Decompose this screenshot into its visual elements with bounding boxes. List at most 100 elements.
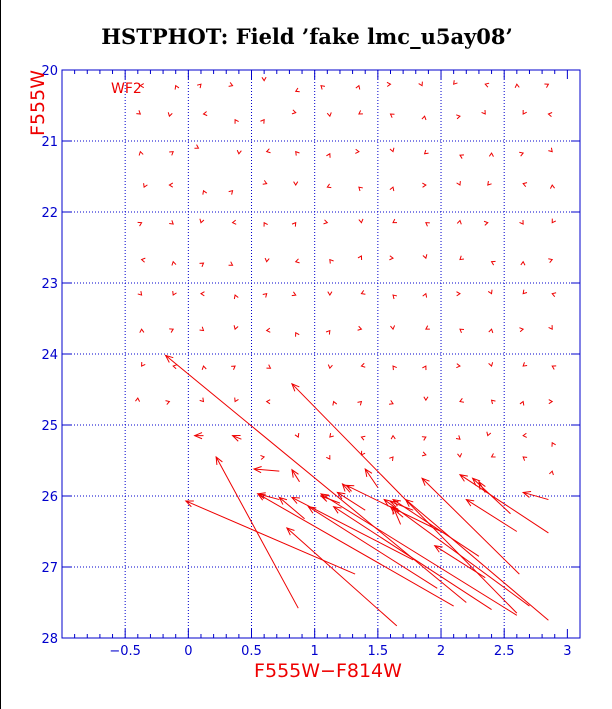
chevron-marker — [389, 186, 395, 192]
chevron-marker — [141, 362, 146, 367]
chevron-marker — [196, 83, 202, 89]
chevron-marker — [136, 110, 142, 115]
y-tick-label: 28 — [41, 632, 58, 647]
vector-line — [286, 527, 398, 627]
chevron-marker — [265, 148, 271, 154]
y-tick-label: 22 — [41, 206, 58, 221]
chevron-marker — [326, 152, 331, 158]
chevron-marker — [484, 82, 490, 88]
shift-vector — [184, 500, 356, 575]
shift-vector — [336, 491, 366, 511]
chevron-marker — [169, 220, 174, 225]
vector-line — [291, 383, 518, 614]
chevron-marker — [135, 397, 141, 402]
chevron-marker — [172, 291, 177, 296]
chevron-marker — [169, 151, 174, 156]
shift-vector — [471, 477, 511, 515]
chevron-marker — [332, 400, 338, 406]
vector-line — [232, 435, 242, 440]
chevron-marker — [357, 255, 363, 261]
x-tick-label: −0.5 — [109, 644, 141, 659]
vector-arrowhead — [465, 498, 475, 507]
shift-vector — [285, 527, 398, 627]
chevron-marker — [265, 399, 271, 405]
chevron-marker — [143, 183, 148, 189]
vector-arrowhead — [319, 493, 329, 501]
vector-line — [364, 468, 379, 488]
vector-arrowhead — [336, 491, 346, 500]
vector-line — [472, 477, 511, 515]
chevron-marker — [549, 184, 555, 189]
chevron-marker — [228, 82, 234, 87]
chevron-marker — [236, 149, 242, 155]
chevron-marker — [326, 112, 332, 118]
shift-vector — [458, 473, 549, 534]
vector-arrowhead — [164, 354, 174, 363]
shift-vector — [433, 545, 486, 579]
chevron-marker — [199, 218, 205, 224]
x-tick-label: 1 — [311, 644, 319, 659]
chevron-marker — [360, 290, 366, 295]
vector-arrowhead — [291, 468, 299, 478]
chevron-marker — [389, 456, 394, 461]
vector-line — [523, 491, 549, 501]
vector-arrowhead — [389, 500, 399, 508]
chevron-marker — [231, 365, 236, 370]
shift-vector — [383, 498, 530, 607]
chevron-marker — [490, 453, 496, 458]
chevron-marker — [291, 291, 297, 297]
vector-arrowhead — [458, 473, 468, 482]
chevron-marker — [199, 326, 205, 332]
chevron-marker — [137, 221, 143, 227]
chevron-marker — [520, 260, 526, 266]
vector-arrowhead — [392, 505, 400, 515]
chevron-marker — [519, 400, 525, 406]
chevron-marker — [422, 254, 428, 260]
chevron-marker — [456, 291, 461, 297]
vector-arrowhead — [332, 505, 342, 514]
chevron-marker — [548, 325, 553, 330]
chevron-marker — [548, 399, 554, 405]
chevron-marker — [547, 112, 553, 117]
vector-line — [434, 545, 486, 579]
chevron-marker — [519, 151, 525, 157]
chevron-marker — [355, 84, 361, 90]
vector-line — [390, 501, 414, 511]
chevron-marker — [459, 328, 465, 334]
axis-ticks — [61, 69, 581, 639]
chevron-marker — [357, 400, 363, 406]
x-tick-label: 2.5 — [494, 644, 515, 659]
vector-line — [466, 499, 518, 532]
vector-line — [215, 456, 299, 609]
chevron-marker — [483, 220, 489, 226]
chevron-marker — [519, 220, 524, 225]
chevron-marker — [325, 329, 331, 335]
chevron-marker — [202, 111, 208, 117]
vector-line — [291, 469, 300, 483]
shift-vector — [278, 496, 305, 520]
vector-line — [291, 496, 414, 561]
chevron-marker — [425, 325, 430, 330]
shift-vector — [307, 505, 438, 589]
chevron-marker — [422, 365, 427, 371]
shift-vector — [421, 477, 520, 575]
chevron-marker — [522, 362, 528, 367]
chevron-marker — [329, 258, 334, 264]
chevron-marker — [423, 149, 429, 155]
shift-vector — [193, 432, 204, 440]
chevron-marker — [320, 84, 326, 90]
chevron-marker — [266, 364, 272, 369]
chevron-marker — [456, 363, 461, 369]
shift-vectors — [164, 354, 549, 627]
chevron-marker — [360, 362, 366, 368]
vector-arrowhead — [521, 490, 532, 498]
chevron-marker — [481, 109, 486, 115]
chevron-marker — [199, 397, 205, 403]
vector-line — [337, 492, 366, 511]
chevron-marker — [172, 364, 178, 370]
shift-vector — [478, 480, 486, 493]
chevron-marker — [137, 291, 143, 296]
vector-arrowhead — [278, 496, 288, 505]
chevron-marker — [233, 325, 239, 331]
